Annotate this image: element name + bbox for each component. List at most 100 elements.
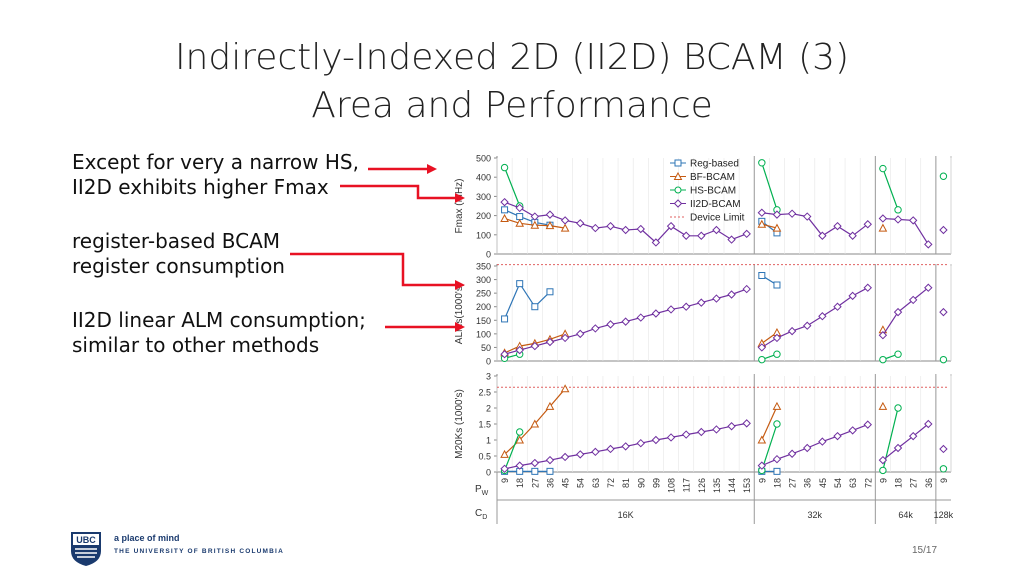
group-label: 32k [808,510,823,520]
data-point [636,438,645,448]
data-point [939,465,948,473]
data-point [531,467,539,475]
data-point [908,216,918,225]
data-point [818,231,827,240]
series-line [761,406,778,441]
data-point [893,307,903,317]
data-point [863,283,872,292]
data-point [924,419,933,429]
annotation-arrow [290,252,455,287]
annotation-arrow [340,184,455,200]
data-point [879,164,887,173]
data-point [606,221,615,231]
data-point [803,321,812,330]
data-point [712,294,721,303]
legend-entry: Device Limit [690,213,745,224]
data-point [893,215,903,224]
series-line [761,162,778,210]
data-point [516,213,524,221]
data-point [560,452,570,462]
data-point [560,223,570,232]
data-point [546,467,554,475]
bullet-line: II2D exhibits higher Fmax [72,175,329,199]
data-point [606,444,615,454]
data-point [818,437,827,446]
data-point [787,449,797,458]
data-point [666,433,676,442]
y-tick-label: 1 [486,436,491,446]
logo-text: UBC [76,535,96,545]
bullet-line: II2D linear ALM consumption; [72,308,366,332]
series-line [882,287,929,336]
data-point [939,307,948,317]
data-point [727,235,736,244]
data-point [773,350,781,358]
x-tick-label: 135 [712,478,722,493]
y-tick-label: 1.5 [478,420,491,430]
data-point [545,210,555,219]
data-point [924,283,933,292]
x-tick-label: 63 [848,478,858,488]
slide-title: Indirectly-Indexed 2D (II2D) BCAM (3) Ar… [0,34,1024,130]
data-point [894,404,902,412]
group-label: 16K [618,510,634,520]
data-point [515,435,525,444]
data-point [530,212,540,221]
data-point [879,466,887,475]
data-point [833,221,842,231]
data-point [516,280,524,288]
series-line [882,217,929,245]
data-point [500,350,509,359]
data-point [773,420,781,428]
data-point [560,333,570,343]
x-tick-label: 72 [863,478,873,488]
data-point [712,425,721,434]
data-point [939,225,948,235]
y-tick-label: 100 [476,230,491,240]
page-number: 15/17 [912,545,938,556]
data-point [772,401,782,410]
y-axis-label: ALMs(1000's) [454,283,465,344]
x-tick-label: 36 [803,478,813,488]
data-point [515,203,524,213]
x-tick-label: 63 [591,478,601,488]
x-tick-label: 72 [606,478,616,488]
x-tick-label: 153 [742,478,752,493]
data-point [576,329,585,339]
data-point [530,341,540,351]
data-point [894,350,902,358]
data-point [697,298,706,307]
data-point [878,401,888,410]
pw-label: PW [475,484,489,497]
data-point [681,302,691,311]
data-point [757,219,767,228]
x-tick-label: 144 [727,478,737,493]
data-point [848,291,857,301]
data-point [500,163,509,172]
x-tick-label: 126 [697,478,707,493]
bullet-line: register consumption [72,254,285,278]
x-tick-label: 18 [894,478,904,488]
y-tick-label: 200 [476,302,491,312]
x-tick-label: 9 [878,478,888,483]
data-point [848,231,857,240]
data-point [651,238,661,247]
data-point [666,305,676,314]
data-point [515,461,524,470]
data-point [894,206,902,214]
data-point [757,208,767,217]
bullet-register: register-based BCAM register consumption [72,229,285,279]
x-tick-label: 99 [651,478,661,488]
data-point [636,224,645,234]
data-point [803,443,812,453]
series-line [504,431,521,471]
y-tick-label: 50 [481,343,491,353]
arrowhead-icon [455,193,465,203]
bullet-line: Except for very a narrow HS, [72,150,359,174]
y-tick-label: 500 [476,154,491,164]
x-tick-label: 45 [561,478,571,488]
ubc-logo-icon: UBC [71,532,101,566]
x-tick-label: 9 [500,478,510,483]
y-tick-label: 0 [486,357,491,367]
data-point [501,315,509,323]
